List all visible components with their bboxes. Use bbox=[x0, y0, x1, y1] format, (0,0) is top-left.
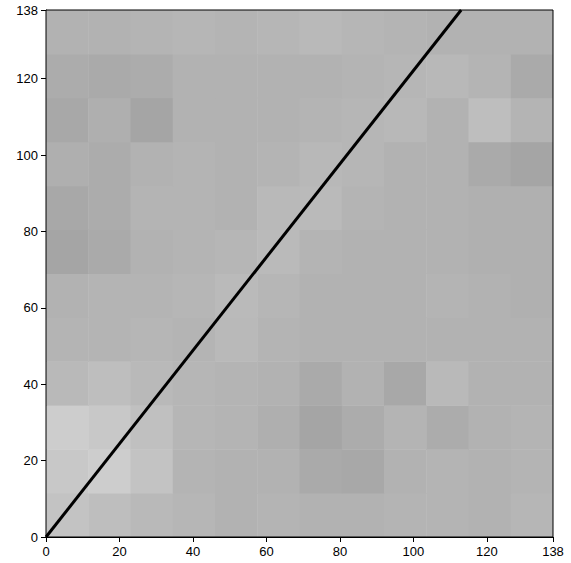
svg-text:120: 120 bbox=[16, 71, 38, 86]
svg-text:20: 20 bbox=[24, 453, 38, 468]
svg-text:40: 40 bbox=[186, 544, 200, 559]
svg-text:100: 100 bbox=[403, 544, 425, 559]
svg-text:100: 100 bbox=[16, 148, 38, 163]
svg-text:138: 138 bbox=[542, 544, 564, 559]
svg-text:20: 20 bbox=[112, 544, 126, 559]
svg-text:40: 40 bbox=[24, 377, 38, 392]
svg-text:80: 80 bbox=[24, 224, 38, 239]
svg-text:80: 80 bbox=[333, 544, 347, 559]
svg-text:138: 138 bbox=[16, 3, 38, 18]
svg-text:120: 120 bbox=[476, 544, 498, 559]
svg-text:0: 0 bbox=[31, 530, 38, 545]
svg-text:60: 60 bbox=[24, 300, 38, 315]
svg-text:0: 0 bbox=[42, 544, 49, 559]
svg-text:60: 60 bbox=[259, 544, 273, 559]
